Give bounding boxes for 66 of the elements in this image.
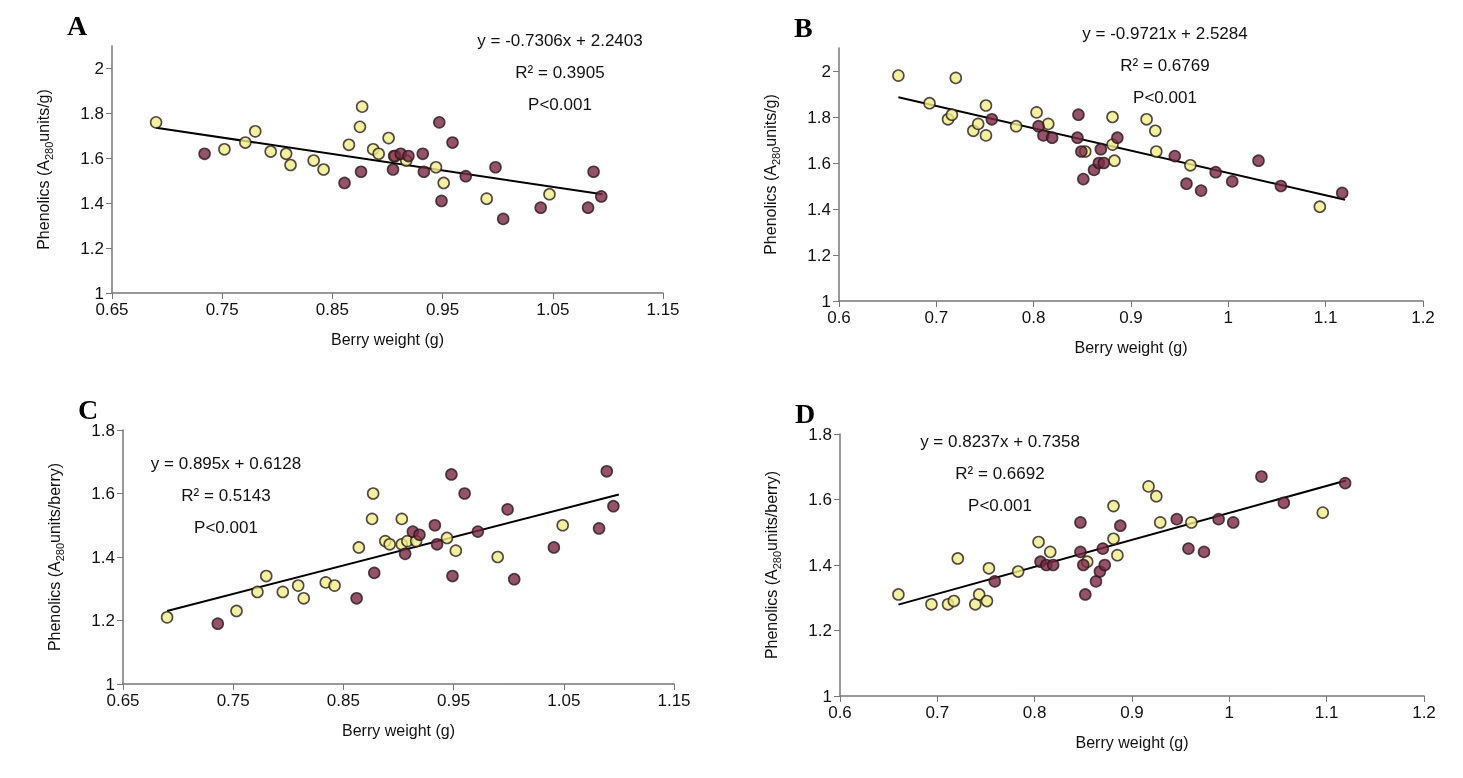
annotation: y = 0.8237x + 0.7358 [920,432,1080,451]
annotation: R² = 0.5143 [181,486,271,505]
y-tick-label: 1.4 [807,199,831,219]
x-tick-label: 0.65 [106,691,140,710]
x-tick-label: 0.7 [924,308,949,327]
y-tick-label: 2 [821,61,831,81]
annotation: P<0.001 [968,496,1032,515]
x-tick-label: 0.85 [326,691,360,710]
x-tick-label: 1 [1224,703,1235,722]
x-axis-title: Berry weight (g) [1075,733,1189,751]
x-tick-label: 1.1 [1314,703,1339,722]
x-tick-label: 0.95 [426,300,460,319]
x-tick-label: 0.8 [1022,703,1047,722]
annotation: R² = 0.6769 [1120,56,1210,75]
x-tick-label: 0.75 [205,300,239,319]
x-tick-label: 0.9 [1120,703,1144,722]
y-tick-label: 1.6 [807,153,831,173]
y-tick-label: 1.4 [808,555,832,575]
annotation: P<0.001 [1133,88,1197,107]
annotation: y = 0.895x + 0.6128 [150,454,302,473]
chart-title: B [794,11,813,43]
x-tick-label: 1.2 [1412,703,1436,722]
annotation: P<0.001 [528,95,592,114]
annotation: y = -0.7306x + 2.2403 [477,31,643,50]
x-tick-label: 0.85 [315,300,349,319]
y-tick-label: 1 [105,674,115,694]
text: y = -0.9721x + 2.5284 [1082,24,1248,43]
y-axis-title: Phenolics (A280units/g) [761,94,782,255]
y-tick-label: 1.2 [808,621,832,640]
x-axis-title: Berry weight (g) [342,721,455,739]
y-tick-label: 1.4 [91,547,115,567]
annotation: P<0.001 [194,518,258,537]
x-tick-label: 0.65 [95,300,129,319]
x-tick-label: 1 [1223,308,1234,327]
x-tick-label: 0.9 [1119,308,1143,327]
x-tick-label: 0.7 [925,703,950,722]
y-tick-label: 1.6 [91,484,115,503]
x-tick-label: 1.2 [1411,308,1435,327]
y-axis-title: Phenolics (A280units/g) [34,89,55,250]
y-axis-title: Phenolics (A280units/berry) [762,470,783,660]
y-tick-label: 1.8 [807,107,831,127]
x-tick-label: 1.05 [536,300,570,319]
y-tick-label: 1 [94,283,104,303]
x-tick-label: 1.1 [1313,308,1338,327]
y-tick-label: 1.2 [91,611,115,630]
y-tick-label: 1.4 [80,193,104,213]
y-tick-label: 1.6 [80,148,104,168]
y-tick-label: 1.2 [807,245,831,265]
x-tick-label: 0.6 [828,703,852,722]
y-axis-title: Phenolics (A280units/berry) [45,462,66,652]
annotation: R² = 0.6692 [955,464,1045,483]
y-tick-label: 2 [94,58,104,78]
annotation: R² = 0.3905 [515,63,605,82]
y-tick-label: 1.2 [80,238,104,258]
x-tick-label: 0.6 [827,308,851,327]
x-tick-label: 1.05 [547,691,581,710]
x-axis-title: Berry weight (g) [1074,338,1188,356]
x-axis-title: Berry weight (g) [331,330,444,348]
x-tick-label: 0.75 [216,691,250,710]
x-tick-label: 0.8 [1021,308,1046,327]
x-tick-label: 0.95 [437,691,471,710]
y-tick-label: 1.8 [80,103,104,123]
y-tick-label: 1.6 [808,490,832,509]
x-tick-label: 1.15 [657,691,691,710]
chart-title: A [67,9,88,41]
x-tick-label: 1.15 [646,300,680,319]
